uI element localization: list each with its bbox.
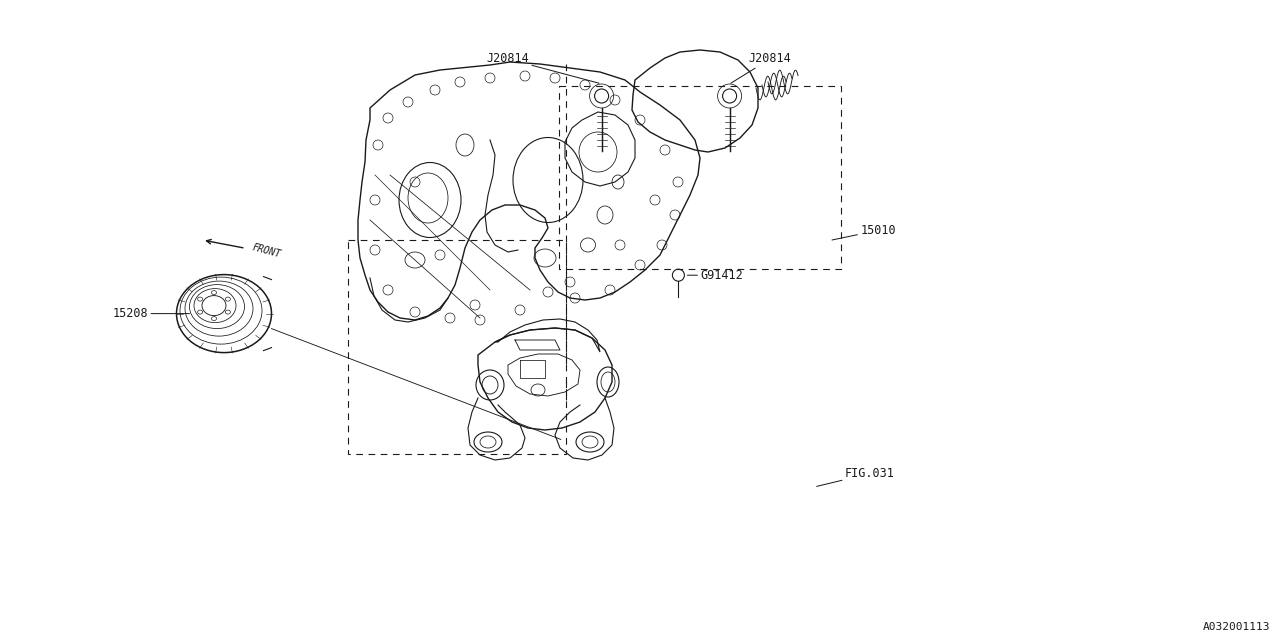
Text: 15208: 15208 bbox=[113, 307, 189, 320]
Text: J20814: J20814 bbox=[731, 52, 791, 83]
Bar bbox=[559, 86, 841, 269]
Text: FIG.031: FIG.031 bbox=[817, 467, 895, 486]
Text: FRONT: FRONT bbox=[251, 243, 282, 259]
Text: A032001113: A032001113 bbox=[1202, 622, 1270, 632]
Bar bbox=[348, 240, 566, 454]
Text: G91412: G91412 bbox=[687, 269, 742, 282]
Text: J20814: J20814 bbox=[486, 52, 599, 83]
Text: 15010: 15010 bbox=[832, 224, 896, 240]
